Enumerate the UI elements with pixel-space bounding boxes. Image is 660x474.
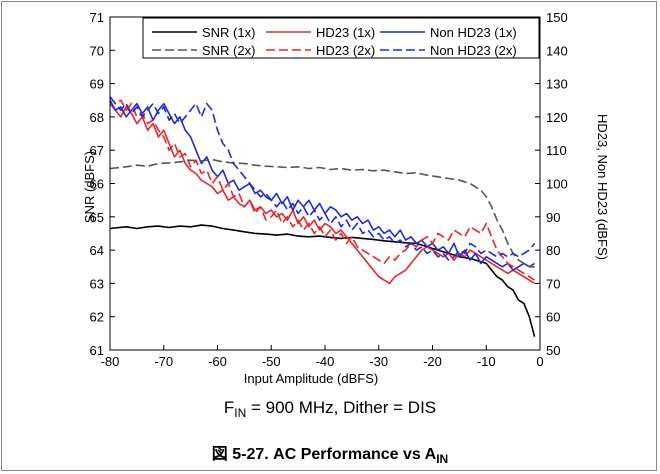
test-condition: FIN = 900 MHz, Dither = DIS	[0, 398, 660, 420]
y-tick-label: 66	[90, 177, 104, 192]
y2-tick-label: 100	[546, 177, 568, 192]
y-tick-label: 61	[90, 343, 104, 358]
series-layer	[109, 96, 536, 337]
series-line-3	[109, 99, 536, 271]
x-tick-label: -50	[262, 354, 281, 369]
condition-subscript: IN	[234, 406, 247, 420]
y2-tick-label: 50	[546, 343, 560, 358]
y-tick-label: 67	[90, 143, 104, 158]
y-tick-label: 71	[90, 10, 104, 25]
legend-label: SNR (2x)	[202, 43, 255, 58]
x-axis-label: Input Amplitude (dBFS)	[244, 371, 378, 386]
x-tick-label: -30	[369, 354, 388, 369]
x-tick-label: 0	[536, 354, 543, 369]
legend-label: Non HD23 (1x)	[430, 25, 517, 40]
plot-background	[110, 17, 540, 350]
y2-tick-label: 120	[546, 110, 568, 125]
caption-prefix: 図 5-27. AC Performance vs A	[211, 446, 437, 463]
y-tick-label: 63	[90, 276, 104, 291]
y-tick-label: 69	[90, 77, 104, 92]
series-line-6	[109, 96, 536, 261]
y2-tick-label: 150	[546, 10, 568, 25]
legend-label: HD23 (2x)	[316, 43, 375, 58]
y-tick-label: 62	[90, 310, 104, 325]
legend-label: HD23 (1x)	[316, 25, 375, 40]
y2-tick-label: 110	[546, 143, 567, 158]
legend-label: SNR (1x)	[202, 25, 255, 40]
caption-subscript: IN	[436, 452, 449, 466]
y-axis-label: SNR (dBFS)	[82, 151, 97, 223]
y2-tick-label: 140	[546, 43, 568, 58]
x-tick-label: -40	[316, 354, 335, 369]
x-tick-label: -80	[101, 354, 120, 369]
legend: SNR (1x) HD23 (1x) Non HD23 (1x) SNR (2x) HD…	[142, 17, 540, 59]
x-tick-label: -20	[423, 354, 442, 369]
y2-tick-label: 90	[546, 210, 560, 225]
figure-caption: 図 5-27. AC Performance vs AIN	[0, 440, 660, 466]
condition-prefix: F	[223, 398, 235, 417]
series-line-5	[109, 96, 536, 281]
ac-performance-chart: -80 -70 -60 -50 -40 -30 -20 -10 0 61 62 63 64 65 66 67 6…	[82, 10, 610, 386]
legend-label: Non HD23 (2x)	[430, 43, 517, 58]
y-tick-label: 64	[90, 243, 104, 258]
y-tick-label: 70	[90, 43, 104, 58]
y-tick-label: 65	[90, 210, 104, 225]
y2-tick-label: 70	[546, 276, 560, 291]
x-tick-label: -10	[477, 354, 496, 369]
series-line-4	[109, 158, 535, 268]
condition-rest: = 900 MHz, Dither = DIS	[246, 398, 437, 417]
y2-axis-label: HD23, Non HD23 (dBFS)	[595, 114, 610, 260]
y-tick-label: 68	[90, 110, 104, 125]
x-tick-label: -60	[208, 354, 227, 369]
series-line-2	[109, 103, 536, 285]
y2-tick-label: 130	[546, 77, 568, 92]
y2-tick-label: 60	[546, 310, 560, 325]
legend-box	[142, 17, 540, 59]
axes-layer: -80 -70 -60 -50 -40 -30 -20 -10 0 61 62 63 64 65 66 67 6…	[90, 10, 568, 369]
plot-area	[110, 17, 540, 350]
x-tick-label: -70	[154, 354, 173, 369]
y2-tick-label: 80	[546, 243, 560, 258]
